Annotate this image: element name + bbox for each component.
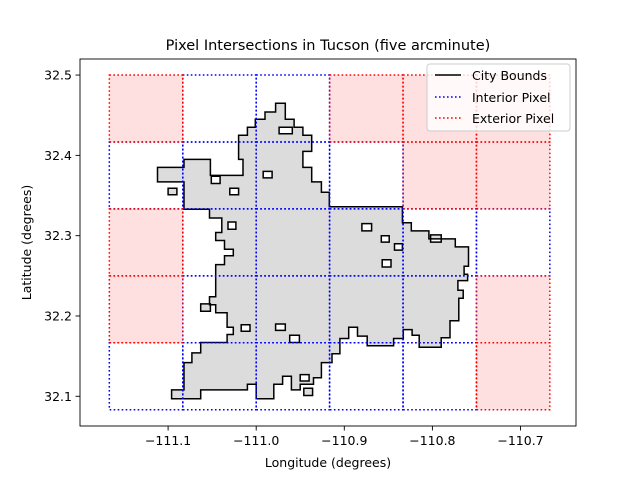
x-tick-label: −110.7 xyxy=(497,433,543,448)
y-axis-ticks: 32.1 32.2 32.3 32.4 32.5 xyxy=(44,68,80,404)
exterior-pixel-fill xyxy=(329,75,404,142)
pixel-borders xyxy=(108,74,551,411)
chart-title: Pixel Intersections in Tucson (five arcm… xyxy=(166,38,491,54)
interior-pixel-border xyxy=(402,341,478,411)
exterior-pixel-fill xyxy=(109,275,183,343)
exterior-pixel-fill xyxy=(476,141,550,209)
exterior-pixel-fill xyxy=(109,208,183,276)
city-bounds-layer xyxy=(156,102,470,400)
x-tick-label: −111.1 xyxy=(145,433,191,448)
legend-label-exterior-pixel: Exterior Pixel xyxy=(472,111,554,126)
exterior-pixel-border xyxy=(475,341,551,411)
x-tick-label: −111.0 xyxy=(233,433,279,448)
legend-box xyxy=(426,63,571,132)
x-axis-ticks: −111.1 −111.0 −110.9 −110.8 −110.7 xyxy=(145,426,544,448)
exterior-pixel-fill xyxy=(109,75,183,142)
interior-pixel-border xyxy=(255,341,331,411)
exterior-pixel-border xyxy=(402,141,478,210)
y-tick-label: 32.4 xyxy=(44,148,72,163)
exterior-pixel-border xyxy=(108,74,184,143)
y-axis-label: Latitude (degrees) xyxy=(19,185,34,301)
legend: City Bounds Interior Pixel Exterior Pixe… xyxy=(426,63,571,132)
legend-label-city-bounds: City Bounds xyxy=(472,68,547,83)
y-tick-label: 32.3 xyxy=(44,228,72,243)
interior-pixel-border xyxy=(328,341,404,411)
x-tick-label: −110.9 xyxy=(321,433,367,448)
exterior-pixel-fill xyxy=(403,141,477,209)
exterior-pixel-border xyxy=(328,74,404,143)
y-tick-label: 32.1 xyxy=(44,389,72,404)
exterior-pixel-fill xyxy=(476,342,550,410)
axes-frame xyxy=(79,58,577,427)
exterior-pixel-border xyxy=(475,141,551,210)
exterior-pixel-fill xyxy=(476,275,550,343)
city-bounds-polygon xyxy=(156,102,470,400)
interior-pixel-border xyxy=(182,341,257,411)
x-axis-label: Longitude (degrees) xyxy=(265,455,391,470)
x-tick-label: −110.8 xyxy=(409,433,455,448)
legend-label-interior-pixel: Interior Pixel xyxy=(472,90,551,105)
y-tick-label: 32.2 xyxy=(44,308,72,323)
exterior-pixel-border xyxy=(108,275,184,344)
y-tick-label: 32.5 xyxy=(44,68,72,83)
